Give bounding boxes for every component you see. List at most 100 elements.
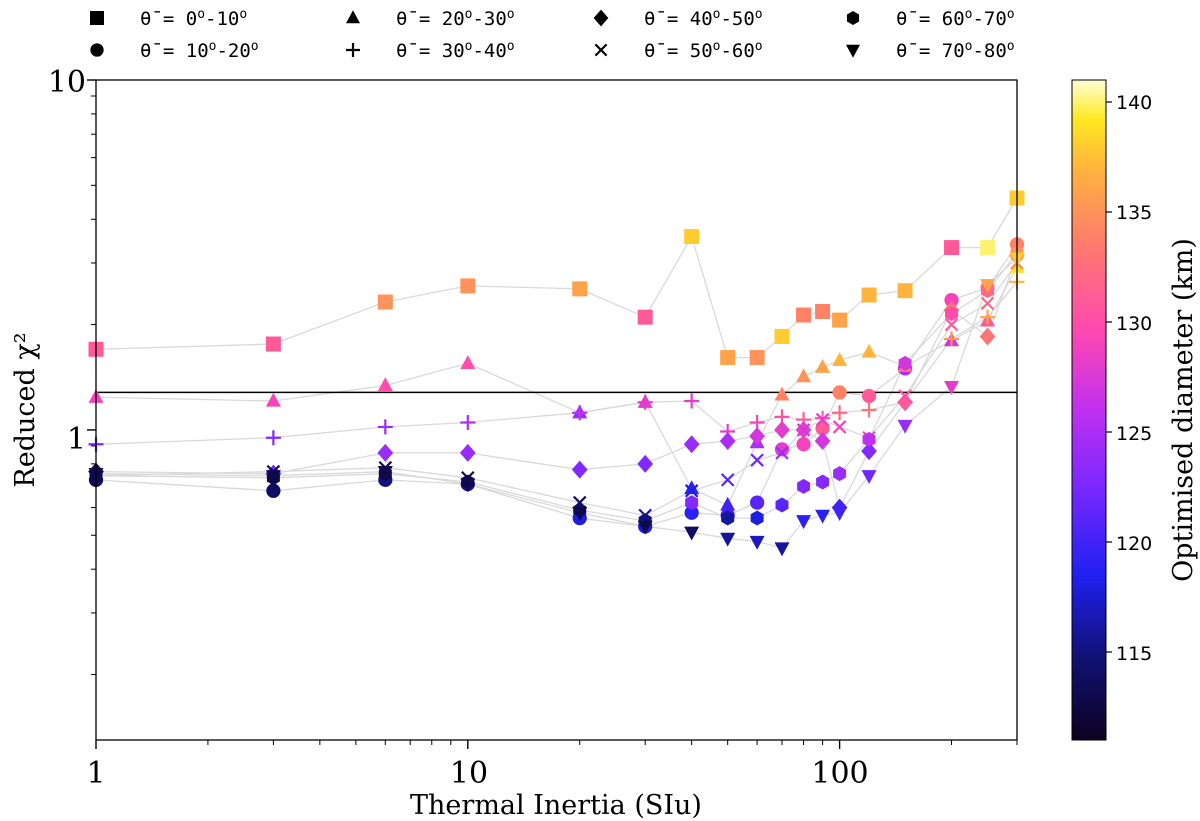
data-point-hexagon [685, 495, 699, 511]
data-point-triangle-down [460, 478, 476, 493]
data-point-plus [684, 393, 700, 409]
data-point-diamond [683, 435, 700, 454]
legend-marker-plus-icon [346, 43, 360, 57]
data-point-x [980, 296, 995, 311]
data-point-triangle-up [377, 377, 393, 392]
data-point-square [897, 283, 913, 299]
legend-item-0: θ̄ = 0o-10o [90, 7, 247, 30]
data-point-diamond [774, 420, 790, 439]
data-point-hexagon [833, 466, 847, 482]
data-point-square [572, 281, 588, 297]
legend-marker-diamond [593, 9, 609, 27]
data-point-hexagon [797, 478, 811, 494]
data-point-circle [944, 292, 959, 308]
data-point-triangle-down [980, 279, 996, 293]
data-point-triangle-up [796, 368, 812, 383]
legend-item-1: θ̄ = 10o-20o [90, 39, 259, 63]
data-point-diamond [897, 393, 913, 412]
data-point-triangle-down [637, 520, 653, 535]
legend-label: θ̄ = 10o-20o [140, 39, 259, 63]
legend-marker-square-icon [90, 11, 104, 25]
data-point-square [720, 350, 736, 366]
data-point-x [684, 484, 699, 498]
data-point-plus [861, 402, 877, 418]
data-point-triangle-down [749, 535, 765, 550]
legend-marker-circle-icon [90, 43, 104, 57]
data-point-hexagon [945, 306, 959, 322]
data-point-hexagon [750, 510, 764, 526]
data-point-square [749, 350, 765, 366]
legend-marker-triangle-up [346, 10, 360, 24]
legend-item-7: θ̄ = 70o-80o [846, 39, 1015, 62]
x-tick-label: 100 [811, 756, 868, 791]
series-line [96, 255, 1017, 510]
data-point-x [944, 317, 959, 332]
data-point-square [815, 303, 831, 319]
data-points [88, 190, 1025, 557]
colorbar-tick-label: 115 [1116, 643, 1152, 665]
data-point-x [796, 423, 811, 437]
colorbar-title: Optimised diameter (km) [1168, 238, 1199, 582]
series-line [96, 252, 1017, 522]
data-point-diamond [979, 327, 996, 346]
legend-marker-diamond-icon [593, 9, 609, 27]
data-point-hexagon [721, 510, 735, 526]
colorbar-tick-label: 135 [1116, 202, 1152, 224]
legend-item-3: θ̄ = 30o-40o [346, 39, 515, 63]
data-point-square [832, 312, 848, 328]
y-tick-label: 10 [48, 65, 86, 100]
data-point-x [720, 473, 735, 487]
data-point-circle [684, 505, 699, 520]
data-point-circle [832, 385, 847, 400]
legend-marker-triangle-up-icon [346, 10, 360, 24]
legend-marker-hexagon [846, 11, 860, 25]
data-point-hexagon [775, 497, 789, 513]
data-point-square [796, 307, 812, 323]
legend-label: θ̄ = 30o-40o [396, 39, 515, 63]
y-axis-title: Reduced χ² [10, 332, 41, 487]
data-point-x [750, 453, 764, 467]
data-point-diamond [719, 431, 736, 450]
legend-marker-plus [346, 43, 360, 57]
data-point-triangle-up [265, 392, 281, 407]
data-point-hexagon [816, 474, 830, 490]
data-point-plus [377, 419, 393, 435]
legend-marker-x [594, 43, 608, 57]
data-point-diamond [377, 443, 394, 462]
legend-marker-hexagon-icon [846, 11, 860, 25]
data-point-circle [266, 483, 281, 498]
data-point-triangle-down [796, 515, 812, 530]
data-point-triangle-up [861, 343, 877, 358]
data-point-plus [265, 430, 281, 446]
colorbar-tick-label: 120 [1116, 533, 1152, 555]
series-line [96, 266, 1017, 506]
y-tick-label: 1 [67, 422, 86, 457]
data-point-plus [944, 331, 960, 347]
data-point-diamond [571, 460, 588, 479]
legend-item-5: θ̄ = 50o-60o [594, 39, 763, 63]
legend-marker-square [90, 11, 104, 25]
colorbar-tick-label: 140 [1116, 92, 1152, 114]
series-connectors [96, 197, 1017, 549]
data-point-square [377, 294, 393, 310]
data-point-triangle-up [774, 386, 790, 401]
data-point-square [774, 328, 790, 344]
colorbar [1071, 79, 1107, 741]
legend-label: θ̄ = 50o-60o [644, 39, 763, 63]
data-point-square [265, 336, 281, 352]
data-point-triangle-down [684, 526, 700, 541]
data-point-square [460, 278, 476, 294]
data-point-triangle-up [460, 355, 476, 369]
data-point-triangle-down [265, 470, 281, 484]
data-point-plus [572, 405, 588, 421]
legend-item-6: θ̄ = 60o-70o [846, 7, 1015, 30]
data-point-hexagon [862, 431, 876, 447]
data-point-plus [460, 415, 476, 431]
legend: θ̄ = 0o-10o θ̄ = 10o-20o θ̄ = 20o-30o θ̄… [90, 7, 1015, 63]
data-point-plus [637, 394, 653, 410]
data-point-x [775, 446, 789, 460]
x-axis-ticks [95, 740, 1018, 749]
data-point-triangle-down [774, 542, 790, 557]
data-point-plus [980, 309, 996, 325]
data-point-triangle-down [861, 470, 877, 484]
